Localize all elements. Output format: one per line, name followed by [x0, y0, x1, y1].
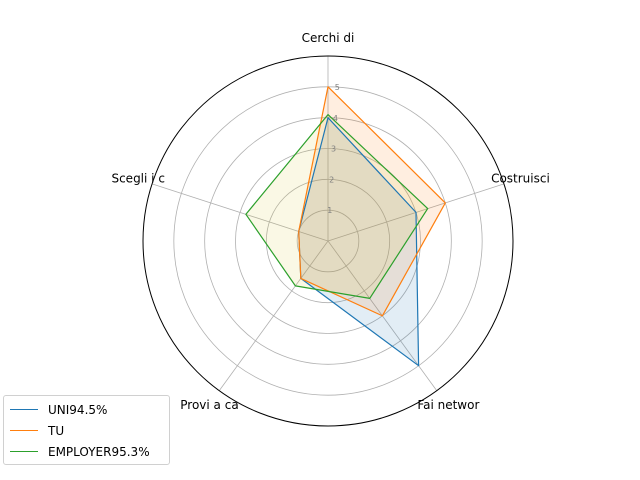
series-fill-1	[298, 86, 446, 316]
axis-labels: Cerchi di Costruisci Fai networ Provi a ca S…	[111, 31, 549, 412]
series-fill-2	[245, 114, 428, 299]
tick-label-2: 2	[329, 175, 334, 184]
legend-label-1: TU	[48, 423, 65, 438]
tick-label-1: 1	[327, 206, 332, 215]
axis-label-0: Cerchi di	[302, 31, 355, 45]
legend-label-2: EMPLOYER95.3%	[48, 444, 150, 459]
legend: UNI94.5% TU EMPLOYER95.3%	[3, 395, 170, 465]
tick-label-4: 4	[333, 114, 338, 123]
legend-label-0: UNI94.5%	[48, 402, 108, 417]
spoke-3	[218, 240, 329, 391]
legend-swatch-1	[10, 430, 38, 431]
axis-label-1: Costruisci	[491, 171, 550, 185]
outer-frame	[142, 55, 514, 427]
tick-label-3: 3	[331, 145, 336, 154]
axis-label-2: Fai networ	[417, 398, 479, 412]
series-fills	[245, 86, 446, 366]
radial-ticks: 1 2 3 4 5	[327, 83, 339, 215]
series-line-2	[245, 113, 429, 299]
legend-swatch-2	[10, 451, 38, 452]
series-line-1	[298, 86, 446, 317]
axis-label-3: Provi a ca	[180, 398, 238, 412]
axis-label-4: Scegli i c	[111, 171, 164, 185]
legend-item-1: TU	[10, 420, 163, 441]
series-lines	[245, 86, 446, 367]
legend-swatch-0	[10, 409, 38, 410]
series-line-0	[298, 117, 420, 367]
tick-label-5: 5	[335, 83, 340, 92]
legend-item-0: UNI94.5%	[10, 399, 163, 420]
legend-item-2: EMPLOYER95.3%	[10, 441, 163, 462]
